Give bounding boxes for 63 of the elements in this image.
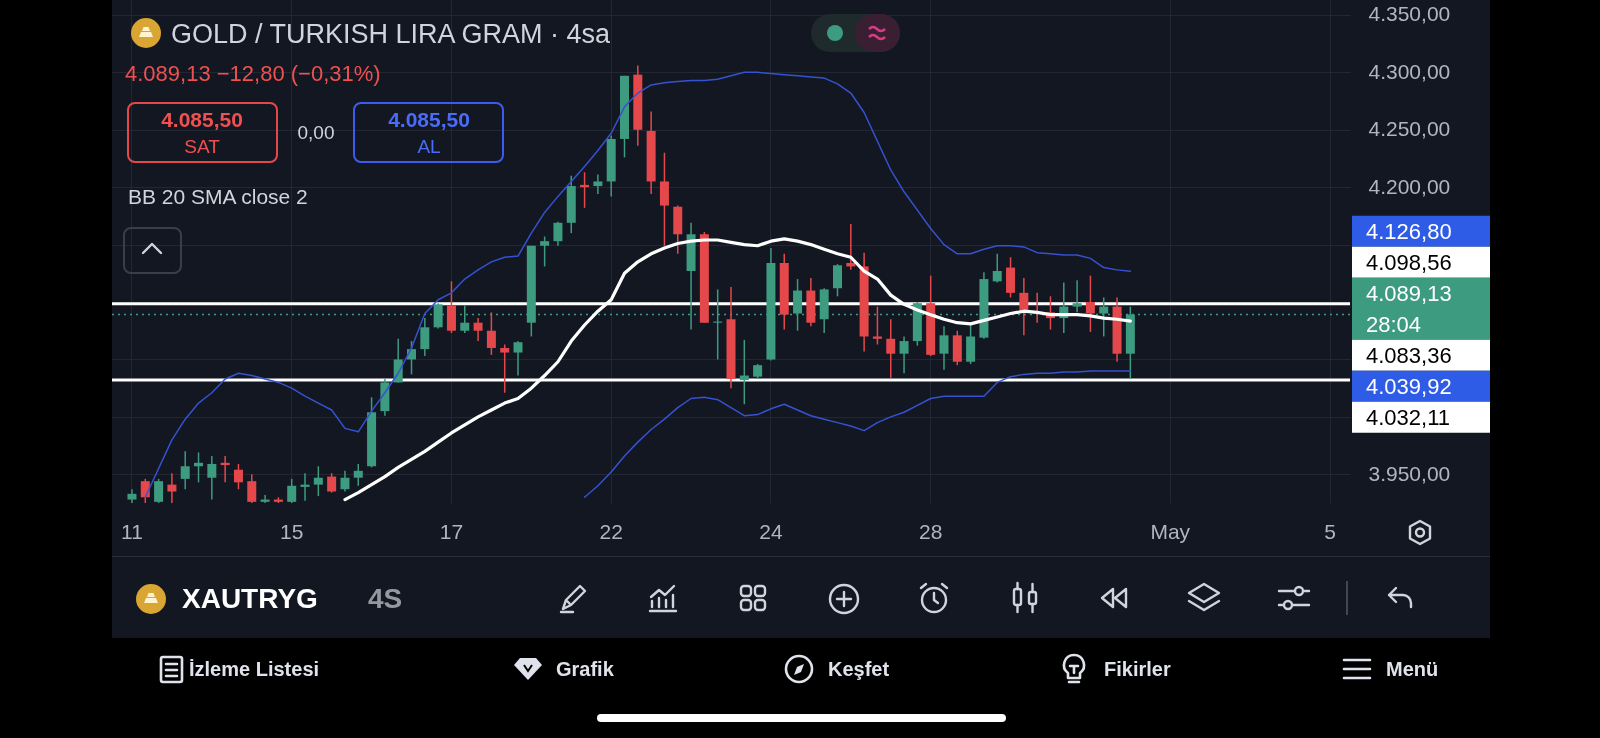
text: 4.089,13 −12,80 (−0,31%) [125, 61, 381, 86]
candlestick [832, 263, 842, 298]
candlestick [899, 335, 909, 374]
y-tick-label: 4.300,00 [1368, 59, 1451, 83]
x-tick-label: May [1150, 519, 1191, 543]
y-tick-label: 3.950,00 [1368, 461, 1451, 485]
candlestick [593, 173, 603, 195]
text: 4S [368, 583, 403, 614]
text: İzleme Listesi [189, 658, 320, 680]
text: Menü [1386, 658, 1439, 680]
annotation: AL [417, 135, 441, 157]
x-tick-label: 15 [280, 519, 304, 543]
x-tick-label: 22 [599, 519, 623, 543]
text: Grafik [556, 658, 614, 680]
candlestick [486, 311, 496, 356]
y-tick-label: 4.350,00 [1368, 2, 1451, 26]
candlestick [327, 472, 337, 494]
candlestick [540, 235, 550, 268]
x-tick-label: 11 [121, 519, 143, 543]
x-tick-label: 24 [759, 519, 783, 543]
candlestick [247, 473, 257, 504]
candlestick [287, 478, 297, 504]
y-tick-label: 4.250,00 [1368, 117, 1451, 141]
candlestick [939, 325, 949, 371]
candlestick [340, 470, 350, 493]
candlestick [180, 450, 190, 490]
candlestick [353, 463, 363, 487]
text: 28:04 [1366, 311, 1422, 337]
text: XAUTRYG [182, 583, 318, 614]
annotation: 4.085,50 [388, 107, 470, 131]
text: Keşfet [828, 658, 890, 680]
annotation: 4.085,50 [161, 107, 243, 131]
ref-line-label: 4.089,13 [1366, 280, 1452, 306]
candlestick [167, 472, 177, 504]
annotation: 0,00 [297, 121, 335, 143]
annotation: BB 20 SMA close 2 [128, 184, 308, 208]
candlestick [1072, 279, 1082, 314]
candlestick [154, 478, 164, 504]
candlestick [1085, 274, 1095, 333]
x-tick-label: 5 [1324, 519, 1336, 543]
ref-line-label: 4.098,56 [1366, 249, 1452, 275]
text: 4.039,92 [1366, 373, 1452, 399]
candlestick [500, 343, 510, 394]
candlestick [207, 455, 217, 501]
line-series [583, 370, 1132, 499]
text: Fikirler [1104, 658, 1171, 680]
candlestick [992, 253, 1002, 284]
candlestick [886, 318, 896, 379]
text: 4.083,36 [1366, 342, 1452, 368]
candlestick [513, 340, 523, 377]
x-tick-label: 17 [439, 519, 464, 543]
text: GOLD / TURKISH LIRA GRAM · 4sa [171, 18, 611, 49]
candlestick [473, 317, 483, 342]
annotation: SAT [184, 135, 220, 157]
ref-line-label: 4.032,11 [1366, 404, 1451, 430]
candlestick [553, 220, 563, 247]
candlestick [872, 305, 882, 346]
text: 4.126,80 [1366, 218, 1452, 244]
candlestick [233, 463, 243, 490]
y-tick-label: 4.200,00 [1368, 174, 1451, 198]
x-tick-label: 28 [919, 519, 943, 543]
candlestick [420, 317, 430, 357]
candlestick [313, 465, 323, 497]
